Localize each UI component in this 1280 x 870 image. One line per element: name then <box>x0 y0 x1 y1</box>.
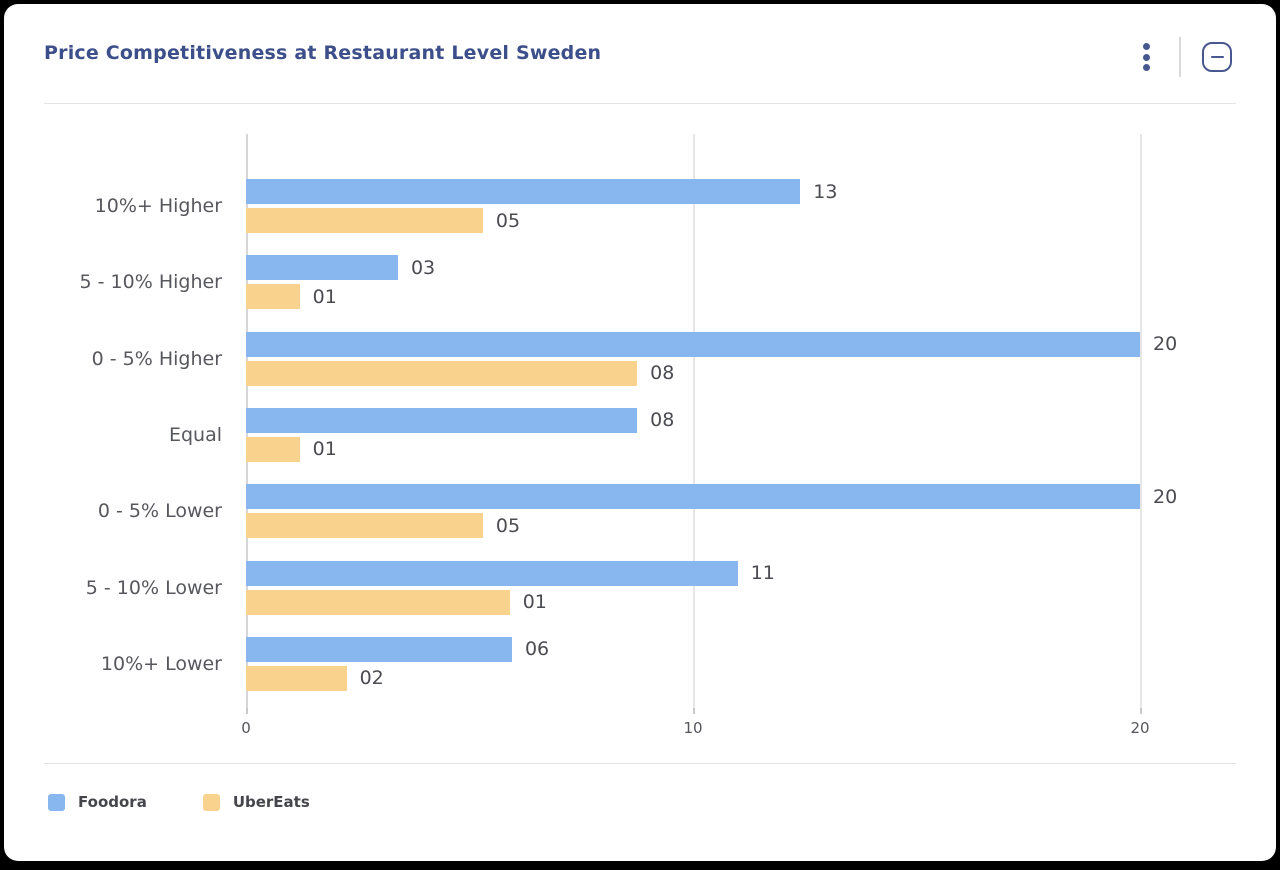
bar-ubereats[interactable] <box>246 665 347 691</box>
bar-foodora[interactable] <box>246 560 738 586</box>
bar-line: 20 <box>246 331 1236 357</box>
kebab-menu-icon[interactable] <box>1135 37 1158 77</box>
header-divider <box>44 103 1236 104</box>
bar-value-label: 05 <box>495 514 521 537</box>
category-row: 10%+ Higher 13 05 <box>44 168 1236 244</box>
bar-ubereats[interactable] <box>246 360 638 386</box>
bars-cell: 11 01 <box>246 560 1236 615</box>
bar-value-label: 08 <box>650 362 675 385</box>
bars-cell: 13 05 <box>246 179 1236 234</box>
bar-value-label: 02 <box>359 667 384 690</box>
bar-ubereats[interactable] <box>246 513 483 539</box>
category-row: 10%+ Lower 06 02 <box>44 626 1236 702</box>
category-row: Equal 08 01 <box>44 397 1236 473</box>
bar-line: 08 <box>246 407 1236 433</box>
bar-ubereats[interactable] <box>246 208 483 234</box>
legend-swatch <box>202 793 220 811</box>
bar-line: 01 <box>246 589 1236 615</box>
bars-cell: 03 01 <box>246 255 1236 310</box>
header-controls <box>1135 37 1232 77</box>
bar-line: 05 <box>246 513 1236 539</box>
kebab-dot <box>1143 64 1150 71</box>
category-row: 5 - 10% Lower 11 01 <box>44 549 1236 625</box>
category-label: 5 - 10% Lower <box>85 576 222 599</box>
bars-cell: 20 08 <box>246 331 1236 386</box>
gridline <box>693 134 695 708</box>
bar-line: 11 <box>246 560 1236 586</box>
bar-line: 05 <box>246 208 1236 234</box>
legend-label: UberEats <box>232 793 310 811</box>
bar-foodora[interactable] <box>246 407 638 433</box>
x-tick-label: 0 <box>241 719 251 737</box>
category-row: 5 - 10% Higher 03 01 <box>44 244 1236 320</box>
x-tick-label: 20 <box>1130 719 1150 737</box>
category-label: Equal <box>168 423 222 446</box>
category-label: 0 - 5% Lower <box>97 500 222 523</box>
bar-value-label: 06 <box>524 638 550 661</box>
bar-line: 02 <box>246 665 1236 691</box>
legend: Foodora UberEats <box>48 793 310 811</box>
tick-mark <box>693 708 695 714</box>
chart-title: Price Competitiveness at Restaurant Leve… <box>44 42 602 64</box>
bar-line: 01 <box>246 436 1236 462</box>
chart-card: Price Competitiveness at Restaurant Leve… <box>4 4 1276 861</box>
bar-value-label: 01 <box>522 591 547 614</box>
bar-foodora[interactable] <box>246 636 512 662</box>
tick-mark <box>246 708 248 714</box>
bar-value-label: 01 <box>312 285 337 308</box>
bar-ubereats[interactable] <box>246 284 300 310</box>
kebab-dot <box>1143 43 1150 50</box>
bar-foodora[interactable] <box>246 255 398 281</box>
category-row: 0 - 5% Higher 20 08 <box>44 321 1236 397</box>
bar-groups: 10%+ Higher 13 05 5 - 10% Higher 03 01 0 - 5% … <box>44 168 1236 702</box>
minus-icon <box>1210 55 1224 59</box>
legend-divider <box>44 763 1236 764</box>
bar-line: 03 <box>246 255 1236 281</box>
bar-value-label: 05 <box>495 209 521 232</box>
bar-value-label: 20 <box>1153 333 1178 356</box>
bar-line: 13 <box>246 179 1236 205</box>
bar-value-label: 13 <box>813 180 838 203</box>
bar-line: 06 <box>246 636 1236 662</box>
kebab-dot <box>1143 53 1150 61</box>
bar-value-label: 11 <box>750 562 775 585</box>
controls-divider <box>1179 37 1181 77</box>
bar-line: 08 <box>246 360 1236 386</box>
legend-item-foodora[interactable]: Foodora <box>48 793 147 811</box>
card-header: Price Competitiveness at Restaurant Leve… <box>4 4 1276 103</box>
bar-line: 01 <box>246 284 1236 310</box>
bars-cell: 06 02 <box>246 636 1236 691</box>
bar-foodora[interactable] <box>246 484 1140 510</box>
bar-value-label: 01 <box>312 438 337 461</box>
tick-mark <box>1140 708 1142 714</box>
bars-cell: 20 05 <box>246 484 1236 539</box>
bar-chart: 0 10 20 10%+ Higher 13 05 5 - 10% Higher 03 01 0 … <box>44 130 1236 742</box>
bar-value-label: 03 <box>410 256 436 279</box>
category-label: 0 - 5% Higher <box>91 347 222 370</box>
bar-foodora[interactable] <box>246 179 801 205</box>
x-tick-label: 10 <box>683 719 703 737</box>
legend-item-ubereats[interactable]: UberEats <box>202 793 310 811</box>
bar-ubereats[interactable] <box>246 436 300 462</box>
bar-foodora[interactable] <box>246 331 1140 357</box>
gridline <box>1140 134 1142 708</box>
bar-value-label: 20 <box>1153 485 1178 508</box>
bar-ubereats[interactable] <box>246 589 510 615</box>
category-label: 5 - 10% Higher <box>79 271 222 294</box>
bars-cell: 08 01 <box>246 407 1236 462</box>
category-label: 10%+ Lower <box>100 652 222 675</box>
category-label: 10%+ Higher <box>94 195 222 218</box>
legend-swatch <box>48 793 65 811</box>
category-row: 0 - 5% Lower 20 05 <box>44 473 1236 549</box>
collapse-button[interactable] <box>1202 42 1232 72</box>
legend-label: Foodora <box>78 793 147 811</box>
bar-value-label: 08 <box>650 409 675 432</box>
bar-line: 20 <box>246 484 1236 510</box>
